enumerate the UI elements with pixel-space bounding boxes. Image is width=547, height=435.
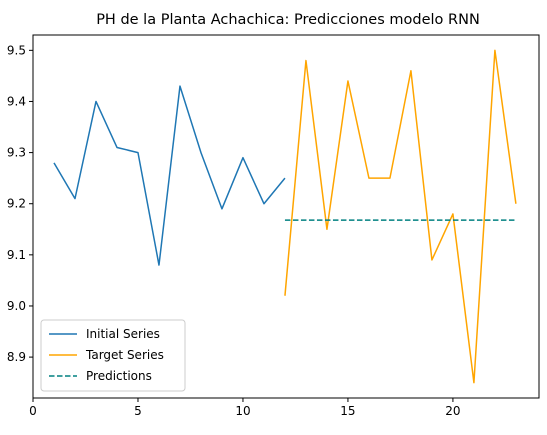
x-tick-label-3: 15 — [340, 404, 355, 418]
y-tick-label-4: 9.3 — [7, 146, 26, 160]
legend-label-2: Predictions — [86, 369, 152, 383]
legend-label-1: Target Series — [85, 348, 164, 362]
series-line-1 — [284, 49, 517, 384]
series-layer — [53, 49, 517, 384]
x-tick-label-2: 10 — [235, 404, 250, 418]
series-line-0 — [53, 85, 286, 266]
y-tick-label-0: 8.9 — [7, 350, 26, 364]
y-tick-label-6: 9.5 — [7, 43, 26, 57]
y-tick-label-3: 9.2 — [7, 197, 26, 211]
plot-frame — [32, 34, 540, 399]
legend: Initial Series Target Series Predictions — [40, 319, 186, 392]
ticks-layer: 0 5 10 15 20 8.9 9.0 9.1 9.2 9.3 9.4 9.5 — [7, 43, 461, 418]
x-tick-label-0: 0 — [29, 404, 37, 418]
y-tick-label-2: 9.1 — [7, 248, 26, 262]
chart-title: PH de la Planta Achachica: Predicciones … — [96, 12, 480, 28]
x-tick-label-4: 20 — [445, 404, 460, 418]
legend-label-0: Initial Series — [86, 327, 160, 341]
y-tick-label-5: 9.4 — [7, 94, 26, 108]
legend-box — [40, 319, 186, 392]
x-tick-label-1: 5 — [134, 404, 142, 418]
y-tick-label-1: 9.0 — [7, 299, 26, 313]
